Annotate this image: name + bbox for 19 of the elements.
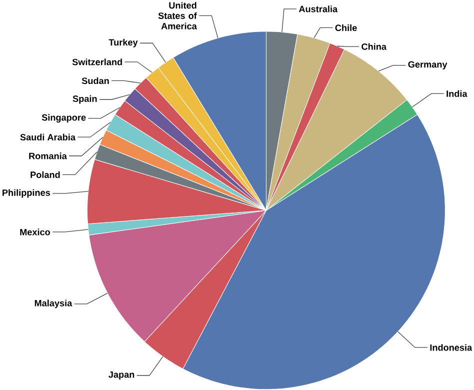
slice-label: Switzerland (72, 58, 122, 66)
slice-label: Spain (72, 95, 97, 104)
slice-label: China (362, 43, 387, 50)
slice-label: Poland (30, 172, 60, 178)
slice-label: United States of America (158, 2, 197, 30)
slice-label: Germany (408, 61, 448, 70)
slice-label: Japan (108, 372, 134, 380)
slice-label: Romania (29, 152, 67, 160)
slice-label: Saudi Arabia (20, 134, 76, 141)
slice-label: Malaysia (34, 300, 72, 308)
slice-label: Singapore (42, 114, 86, 123)
slice-label: India (446, 90, 468, 98)
slice-label: Mexico (20, 228, 50, 236)
slice-label: Indonesia (430, 344, 472, 351)
slice-label: Philippines (2, 189, 50, 198)
slice-label: Sudan (82, 78, 109, 84)
slice-label: Australia (298, 6, 338, 12)
slice-label: Turkey (108, 39, 138, 48)
slice-label: Chile (335, 24, 357, 32)
